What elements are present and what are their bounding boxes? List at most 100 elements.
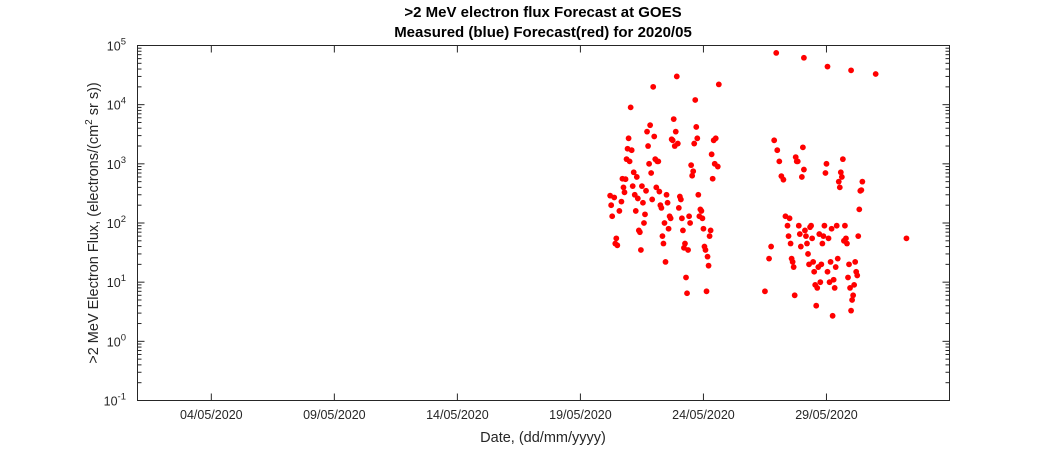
data-point: [640, 199, 646, 206]
data-point: [660, 240, 667, 247]
data-point: [651, 133, 658, 140]
data-point: [854, 272, 861, 279]
data-point: [613, 235, 620, 242]
y-tick-exponent: 2: [121, 214, 126, 225]
data-point: [645, 143, 651, 149]
y-tick-exponent: -1: [118, 392, 126, 403]
data-point: [804, 240, 810, 247]
data-point: [621, 189, 628, 196]
data-point: [776, 158, 783, 165]
data-point: [831, 285, 838, 291]
data-point: [648, 170, 655, 176]
data-point: [667, 215, 674, 222]
data-point: [809, 235, 816, 242]
y-tick-exponent: 3: [121, 155, 126, 166]
data-point: [843, 235, 849, 242]
y-axis-label: >2 MeV Electron Flux, (electrons/(cm2 sr…: [84, 82, 102, 364]
data-point: [630, 169, 637, 176]
data-point: [848, 67, 854, 74]
data-point: [684, 290, 690, 297]
data-point: [647, 122, 654, 129]
data-point: [823, 160, 830, 167]
data-point: [798, 174, 805, 180]
data-point: [803, 233, 809, 240]
data-point: [811, 268, 818, 275]
data-point: [802, 227, 808, 234]
data-point: [620, 184, 627, 191]
data-point: [821, 222, 828, 229]
data-point: [817, 279, 824, 286]
data-point: [859, 178, 866, 185]
data-point: [872, 71, 879, 77]
data-point: [643, 187, 649, 194]
data-point: [845, 274, 851, 281]
data-point: [785, 233, 792, 240]
data-point: [698, 208, 705, 214]
data-point: [669, 137, 676, 144]
y-tick-base: 10: [107, 217, 121, 231]
y-tick-exponent: 1: [121, 273, 126, 284]
data-point: [634, 195, 641, 202]
data-point: [836, 184, 843, 191]
data-point: [787, 240, 794, 247]
data-point: [822, 170, 829, 176]
data-point: [839, 156, 846, 163]
data-point: [662, 259, 669, 265]
data-point: [784, 222, 791, 229]
axes-frame: [137, 45, 950, 401]
data-point: [820, 233, 827, 240]
data-point: [644, 128, 650, 135]
x-tick-label: 29/05/2020: [795, 408, 858, 422]
data-point: [642, 211, 648, 218]
data-point: [618, 198, 625, 205]
data-point: [674, 140, 681, 147]
data-point: [672, 128, 679, 135]
data-point: [629, 183, 636, 190]
data-point: [801, 166, 807, 173]
data-point: [847, 285, 853, 291]
y-tick-label: 100: [107, 332, 126, 349]
data-point: [832, 264, 839, 270]
data-point: [639, 183, 645, 190]
y-tick-exponent: 4: [121, 96, 126, 107]
data-point: [705, 262, 712, 269]
y-tick-base: 10: [107, 40, 121, 54]
data-point: [609, 213, 616, 220]
data-point: [771, 137, 778, 144]
data-point: [691, 140, 698, 147]
data-point: [649, 196, 656, 203]
data-point: [903, 235, 910, 242]
data-point: [780, 176, 787, 183]
data-point: [828, 225, 835, 232]
data-point: [689, 172, 696, 179]
data-point: [614, 242, 621, 249]
y-tick-label: 105: [107, 37, 126, 54]
data-point: [825, 235, 832, 242]
x-tick-label: 19/05/2020: [549, 408, 612, 422]
x-tick-label: 24/05/2020: [672, 408, 735, 422]
y-axis-label-superscript: 2: [84, 119, 95, 125]
data-point: [622, 176, 629, 183]
chart-subtitle: Measured (blue) Forecast(red) for 2020/0…: [394, 24, 692, 41]
data-point: [789, 259, 796, 265]
data-point: [658, 205, 665, 211]
data-point: [632, 208, 639, 214]
data-point: [842, 222, 848, 229]
data-point: [813, 302, 820, 309]
data-point: [766, 255, 772, 262]
data-point: [714, 163, 721, 170]
data-point: [814, 285, 821, 291]
y-axis-label-tail: sr s)): [86, 82, 102, 119]
data-point: [661, 220, 668, 226]
y-tick-base: 10: [107, 158, 121, 172]
data-point: [810, 259, 817, 265]
data-point: [706, 233, 713, 240]
data-point: [677, 196, 684, 203]
data-point: [646, 160, 652, 167]
data-point: [616, 208, 623, 214]
data-point: [849, 297, 855, 303]
y-tick-label: 102: [107, 214, 126, 231]
data-point: [835, 178, 842, 185]
x-axis: 04/05/2020 09/05/2020 14/05/2020 19/05/2020…: [180, 45, 858, 422]
data-point: [801, 54, 807, 61]
